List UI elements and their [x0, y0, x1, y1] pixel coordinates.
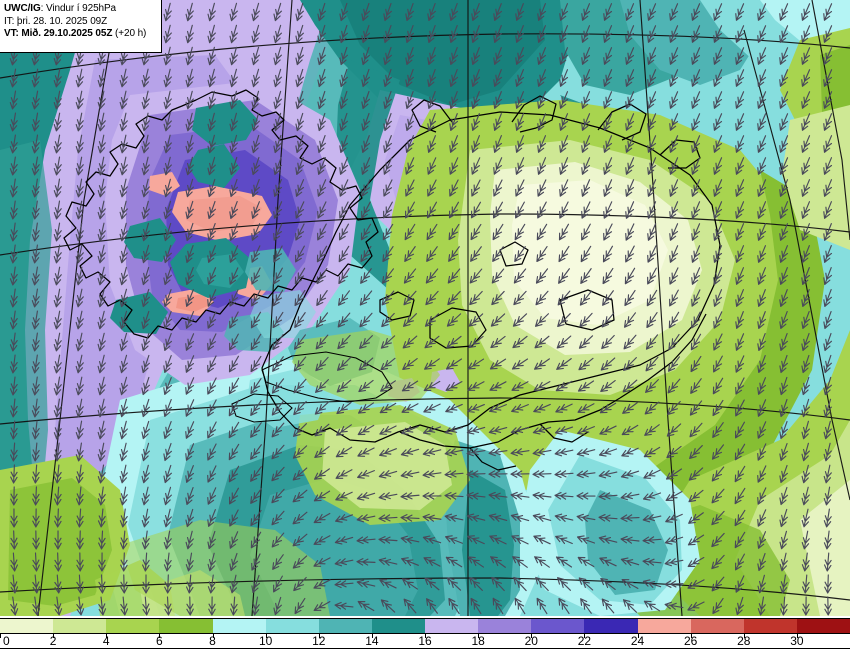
colorbar-tick	[743, 634, 745, 638]
valid-prefix: VT:	[4, 28, 22, 39]
wind-speed-colorbar[interactable]: 0 2 4 6 8 10 12 14 16 18 20 22 24 26 28 30	[0, 616, 850, 649]
parameter-label: Vindur í 925hPa	[45, 3, 117, 14]
valid-time-value: Mið. 29.10.2025 05Z	[21, 28, 113, 39]
colorbar-band-18-20	[478, 619, 532, 633]
colorbar-tick-label: 14	[365, 634, 379, 648]
colorbar-tick-label: 4	[102, 634, 110, 648]
colorbar-tick	[265, 634, 267, 638]
colorbar-band-22-24	[584, 619, 638, 633]
colorbar-tick-label: 0	[3, 634, 10, 648]
colorbar-tick-label: 22	[577, 634, 592, 648]
colorbar-tick-labels: 0 2 4 6 8 10 12 14 16 18 20 22 24 26 28 30	[0, 634, 850, 648]
valid-time-line: VT: Mið. 29.10.2025 05Z (+20 h)	[4, 28, 157, 41]
colorbar-band-4-6	[106, 619, 160, 633]
colorbar-tick	[159, 634, 161, 638]
colorbar-band-24-26	[637, 619, 691, 633]
colorbar-band-12-14	[318, 619, 372, 633]
init-time-line: IT: þri. 28. 10. 2025 09Z	[4, 15, 108, 27]
colorbar-band-0-2	[0, 619, 54, 633]
colorbar-tick-label: 6	[156, 634, 163, 648]
colorbar-tick	[690, 634, 692, 638]
colorbar-tick-label: 12	[312, 634, 326, 648]
colorbar-band-10-12	[265, 619, 319, 633]
map-canvas	[0, 0, 850, 616]
colorbar-tick	[478, 634, 480, 638]
colorbar-tick-label: 28	[737, 634, 751, 648]
colorbar-band-16-18	[425, 619, 479, 633]
colorbar-tick-label: 26	[683, 634, 698, 648]
colorbar-tick	[0, 634, 1, 638]
colorbar-tick-label: 30	[790, 634, 804, 648]
info-title-line: UWC/IG: Vindur í 925hPa	[4, 3, 157, 16]
colorbar-bottom-rule	[0, 633, 850, 634]
colorbar-band-6-8	[159, 619, 213, 633]
colorbar-top-rule	[0, 618, 850, 619]
colorbar-tick	[425, 634, 426, 638]
colorbar-tick	[796, 634, 798, 638]
colorbar-tick	[371, 634, 373, 638]
colorbar-tick-label: 20	[524, 634, 538, 648]
forecast-info-box: UWC/IG: Vindur í 925hPa IT: þri. 28. 10.…	[0, 0, 162, 53]
colorbar-tick	[53, 634, 55, 638]
colorbar-band-2-4	[53, 619, 107, 633]
coastline	[63, 89, 721, 471]
colorbar-tick	[212, 634, 214, 638]
title-separator: :	[40, 3, 46, 14]
colorbar-band-8-10	[212, 619, 266, 633]
colorbar-band-28-30	[743, 619, 797, 633]
colorbar-tick-label: 24	[630, 634, 645, 648]
colorbar-band-14-16	[371, 619, 425, 633]
colorbar-tick	[584, 634, 586, 638]
colorbar-tick-label: 2	[49, 634, 57, 648]
colorbar-band-20-22	[531, 619, 585, 633]
lead-time: (+20 h)	[112, 28, 147, 39]
colorbar-tick	[318, 634, 320, 638]
colorbar-tick-label: 8	[209, 634, 216, 648]
coastline-peninsula	[231, 351, 393, 423]
model-label: UWC/IG	[4, 3, 41, 14]
colorbar-tick	[637, 634, 639, 638]
colorbar-tick	[531, 634, 533, 638]
colorbar-tick-label: 18	[471, 634, 485, 648]
colorbar-tick	[106, 634, 108, 638]
colorbar-tick-label: 16	[418, 634, 432, 648]
colorbar-swatches	[0, 619, 850, 633]
colorbar-tick-label: 10	[258, 634, 273, 648]
colorbar-band-30-32	[796, 619, 850, 633]
forecast-map[interactable]: UWC/IG: Vindur í 925hPa IT: þri. 28. 10.…	[0, 0, 850, 616]
colorbar-band-26-28	[690, 619, 744, 633]
